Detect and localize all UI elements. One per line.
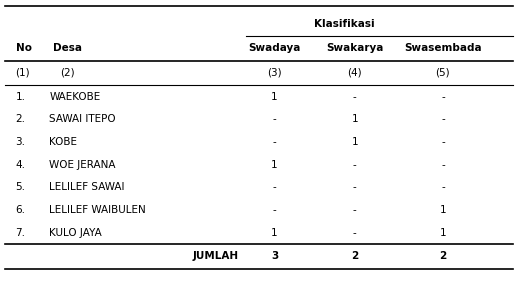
Text: -: -: [353, 205, 357, 215]
Text: -: -: [353, 160, 357, 170]
Text: Klasifikasi: Klasifikasi: [314, 19, 375, 29]
Text: 5.: 5.: [16, 182, 25, 193]
Text: (3): (3): [267, 67, 282, 77]
Text: 1: 1: [440, 228, 446, 238]
Text: Swadaya: Swadaya: [248, 43, 301, 53]
Text: 2: 2: [439, 251, 447, 261]
Text: -: -: [441, 114, 445, 125]
Text: -: -: [272, 114, 277, 125]
Text: 3.: 3.: [16, 137, 25, 147]
Text: 2.: 2.: [16, 114, 25, 125]
Text: KOBE: KOBE: [49, 137, 77, 147]
Text: No: No: [16, 43, 32, 53]
Text: Swakarya: Swakarya: [326, 43, 383, 53]
Text: WOE JERANA: WOE JERANA: [49, 160, 116, 170]
Text: KULO JAYA: KULO JAYA: [49, 228, 102, 238]
Text: 4.: 4.: [16, 160, 25, 170]
Text: (4): (4): [348, 67, 362, 77]
Text: SAWAI ITEPO: SAWAI ITEPO: [49, 114, 116, 125]
Text: LELILEF WAIBULEN: LELILEF WAIBULEN: [49, 205, 146, 215]
Text: WAEKOBE: WAEKOBE: [49, 92, 100, 102]
Text: 1: 1: [271, 228, 278, 238]
Text: 1: 1: [271, 92, 278, 102]
Text: -: -: [353, 92, 357, 102]
Text: (1): (1): [16, 67, 30, 77]
Text: -: -: [272, 182, 277, 193]
Text: 1: 1: [271, 160, 278, 170]
Text: -: -: [353, 228, 357, 238]
Text: (5): (5): [436, 67, 450, 77]
Text: LELILEF SAWAI: LELILEF SAWAI: [49, 182, 125, 193]
Text: 1: 1: [352, 137, 358, 147]
Text: 2: 2: [351, 251, 358, 261]
Text: 6.: 6.: [16, 205, 25, 215]
Text: 1: 1: [352, 114, 358, 125]
Text: -: -: [272, 137, 277, 147]
Text: JUMLAH: JUMLAH: [192, 251, 238, 261]
Text: -: -: [441, 160, 445, 170]
Text: 3: 3: [271, 251, 278, 261]
Text: Swasembada: Swasembada: [404, 43, 482, 53]
Text: 1.: 1.: [16, 92, 25, 102]
Text: -: -: [441, 137, 445, 147]
Text: 1: 1: [440, 205, 446, 215]
Text: Desa: Desa: [53, 43, 82, 53]
Text: -: -: [353, 182, 357, 193]
Text: 7.: 7.: [16, 228, 25, 238]
Text: -: -: [441, 182, 445, 193]
Text: -: -: [441, 92, 445, 102]
Text: (2): (2): [60, 67, 75, 77]
Text: -: -: [272, 205, 277, 215]
